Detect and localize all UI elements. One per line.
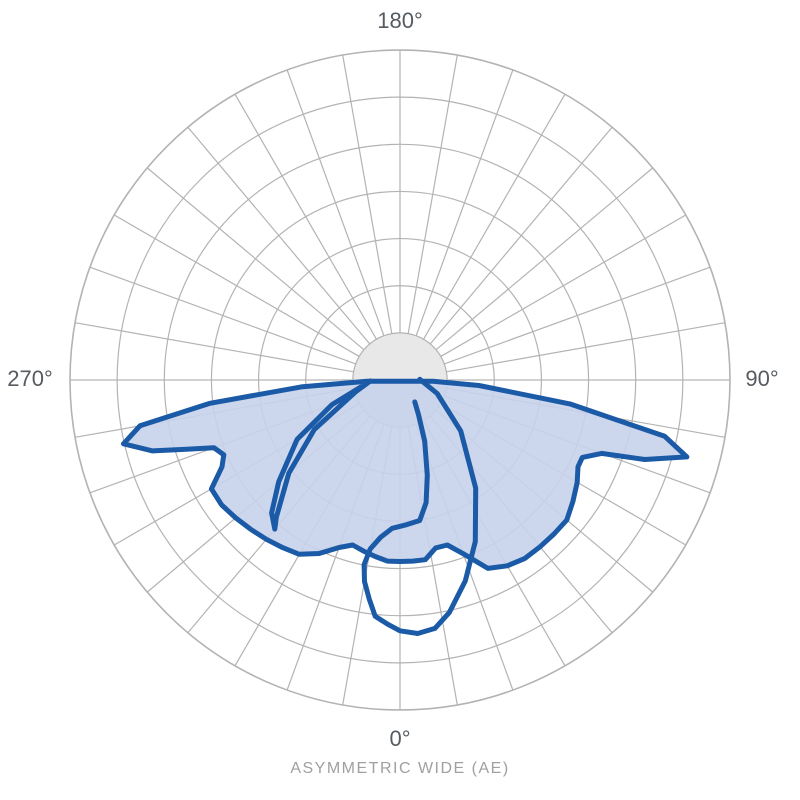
svg-text:270°: 270° [7, 366, 53, 391]
polar-chart: 180° 90° 0° 270° [0, 0, 800, 760]
chart-caption: ASYMMETRIC WIDE (AE) [290, 760, 509, 778]
svg-text:90°: 90° [745, 366, 778, 391]
svg-text:180°: 180° [377, 8, 423, 33]
svg-text:0°: 0° [389, 726, 410, 751]
